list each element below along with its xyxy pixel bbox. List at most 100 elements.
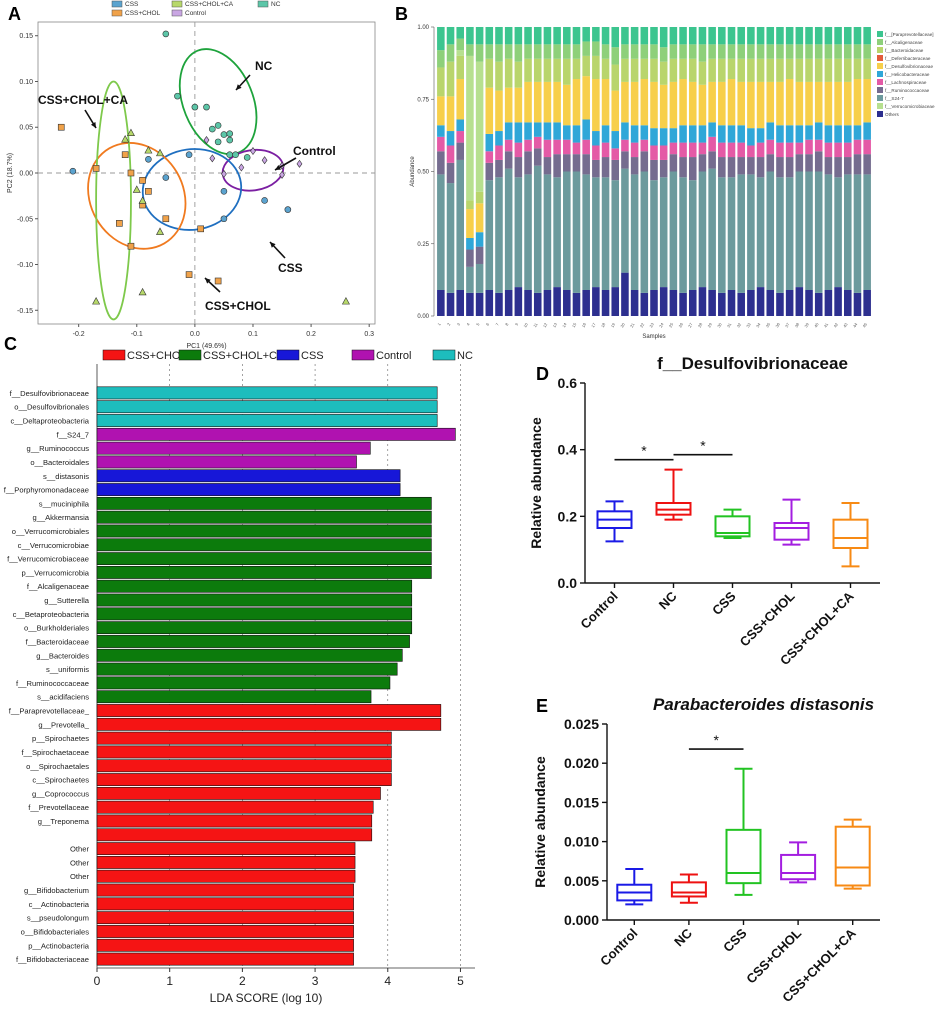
stack-segment	[514, 287, 523, 316]
stack-segment	[592, 159, 600, 178]
stack-segment	[814, 139, 823, 152]
stack-segment	[756, 44, 765, 59]
stack-segment	[611, 131, 620, 149]
data-point	[214, 277, 222, 285]
stack-segment	[805, 154, 813, 172]
stack-segment	[572, 154, 581, 172]
stack-segment	[572, 125, 581, 143]
stack-segment	[437, 96, 445, 126]
stack-segment	[853, 27, 862, 45]
stack-segment	[853, 154, 862, 175]
group-ellipse	[95, 80, 132, 321]
stack-segment	[446, 145, 455, 163]
panel-label-a: A	[8, 4, 21, 24]
stack-segment	[688, 58, 697, 82]
stack-segment	[853, 44, 862, 59]
stack-segment	[688, 27, 697, 45]
stack-segment	[698, 287, 707, 316]
stack-segment	[824, 44, 833, 59]
stack-segment	[843, 125, 852, 143]
stack-segment	[669, 171, 678, 290]
stack-segment	[495, 159, 503, 178]
stack-segment	[572, 142, 581, 155]
significance-star: *	[700, 438, 706, 454]
bar-label: o__Spirochaetales	[26, 762, 89, 771]
bar-label: g__Bifidobacterium	[24, 886, 89, 895]
stack-segment	[533, 292, 542, 316]
lda-bar	[96, 828, 373, 842]
y-tick-label: 0.50	[417, 170, 429, 176]
stack-segment	[466, 27, 474, 45]
stack-segment	[533, 81, 542, 123]
stack-segment	[659, 61, 668, 85]
stack-segment	[592, 131, 600, 146]
legend-swatch	[171, 9, 183, 17]
stack-segment	[437, 27, 445, 51]
sample-label: 28	[697, 321, 704, 328]
sample-label: 5	[475, 321, 481, 326]
legend-label: f__Deferribacteraceae	[885, 56, 931, 61]
stack-segment	[727, 289, 736, 316]
stack-segment	[514, 122, 523, 143]
bar-label: g__Akkermansia	[32, 513, 89, 522]
stack-segment	[766, 27, 775, 45]
legend-swatch	[877, 87, 883, 93]
data-point	[191, 103, 199, 111]
stack-segment	[456, 55, 465, 80]
data-point	[214, 122, 222, 129]
stack-segment	[630, 289, 639, 316]
stack-segment	[524, 81, 532, 123]
stack-segment	[475, 44, 484, 62]
data-point	[156, 227, 165, 235]
data-point	[238, 163, 245, 172]
sample-label: 27	[687, 321, 694, 328]
chart-title: f__Desulfovibrionaceae	[657, 354, 848, 373]
significance-star: *	[641, 443, 647, 459]
lda-bar	[96, 414, 438, 427]
stack-segment	[504, 139, 513, 152]
stack-segment	[437, 174, 445, 290]
sample-label: 19	[610, 321, 617, 328]
stack-segment	[592, 55, 600, 80]
group-ellipse	[87, 142, 187, 250]
stack-segment	[572, 292, 581, 316]
stack-segment	[650, 289, 658, 316]
stack-segment	[805, 81, 813, 126]
legend-label: Others	[885, 112, 899, 117]
bar-label: f__Alcaligenaceae	[27, 582, 89, 591]
y-tick-label: 0.000	[564, 912, 599, 928]
stack-segment	[621, 272, 629, 316]
y-tick-label: 0.15	[19, 33, 33, 40]
stack-segment	[805, 58, 813, 82]
lda-bar	[96, 566, 432, 579]
stack-segment	[582, 55, 590, 77]
stack-segment	[708, 44, 716, 59]
stack-segment	[446, 162, 455, 184]
stack-segment	[475, 191, 484, 204]
stack-segment	[495, 177, 503, 293]
stack-segment	[582, 119, 590, 140]
stack-segment	[437, 289, 445, 316]
data-point	[139, 177, 146, 184]
legend-label: NC	[457, 350, 473, 362]
stack-segment	[543, 44, 552, 59]
stack-segment	[737, 174, 745, 293]
data-point	[57, 123, 65, 131]
y-tick-label: 1.00	[417, 25, 429, 31]
stack-segment	[785, 157, 794, 178]
bar-label: Other	[70, 858, 89, 867]
stack-segment	[853, 174, 862, 293]
stack-segment	[504, 44, 513, 59]
stack-segment	[718, 44, 726, 59]
stack-segment	[747, 27, 755, 45]
stack-segment	[504, 58, 513, 88]
legend-swatch	[111, 0, 123, 8]
stack-segment	[747, 157, 755, 175]
stacked-bar-chart: 1 2 3 4 5 6 7 8 9 10 11 12 13 14 15 16 17 18 19 20 21 22 23 24 2…	[410, 25, 935, 340]
x-tick-label: NC	[656, 588, 680, 612]
box-iqr	[725, 828, 762, 885]
group-annotation: NC	[255, 59, 273, 73]
bar-label: g__Prevotella_	[38, 720, 89, 729]
stack-segment	[659, 159, 668, 178]
stack-segment	[504, 289, 513, 316]
